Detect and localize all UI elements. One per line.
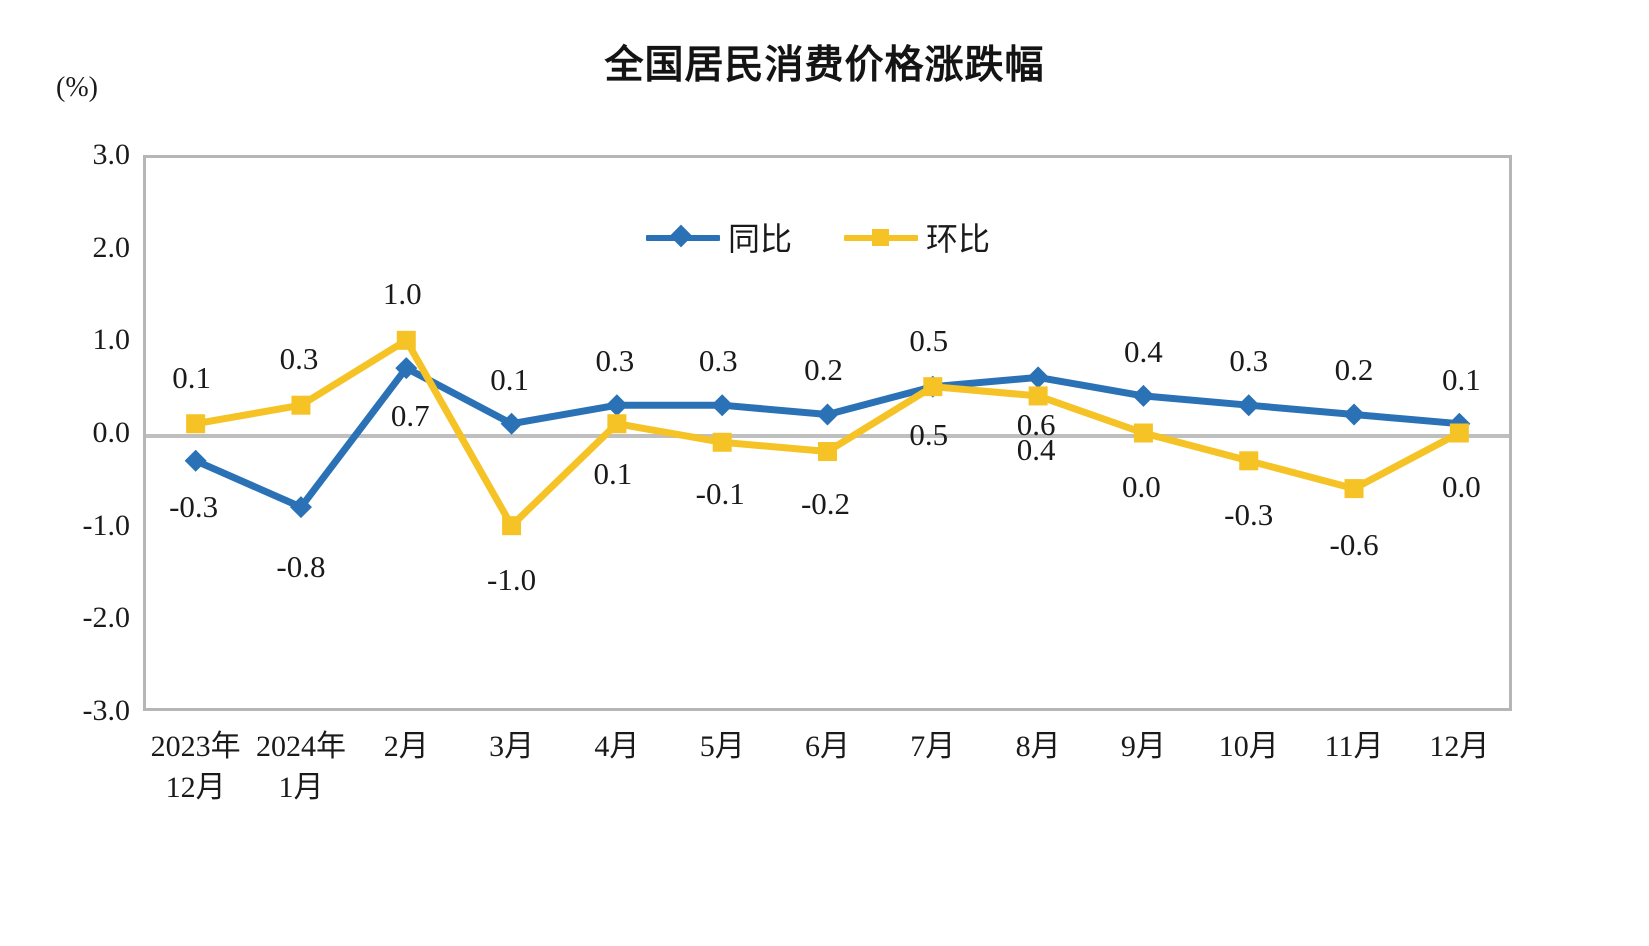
data-point-label: 0.2 xyxy=(1334,352,1374,388)
data-point-label: 0.7 xyxy=(390,398,430,434)
data-point-label: 0.0 xyxy=(1441,469,1481,504)
legend-item-tongbi[interactable]: 同比 xyxy=(646,214,792,260)
data-point-label: 0.2 xyxy=(804,352,843,388)
data-point-label: -0.3 xyxy=(169,488,219,524)
y-tick-label: -3.0 xyxy=(82,694,131,727)
y-tick-label: 0.0 xyxy=(92,416,131,449)
chart-legend: 同比 环比 xyxy=(646,214,990,260)
y-axis-unit-label: (%) xyxy=(56,72,98,103)
data-point-label: 1.0 xyxy=(382,276,422,312)
data-point-label: -0.3 xyxy=(1224,496,1274,532)
data-point-label: 0.5 xyxy=(909,322,949,358)
data-point-label: -0.6 xyxy=(1329,526,1379,562)
legend-label-tongbi: 同比 xyxy=(728,221,793,257)
x-tick-label: 3月 xyxy=(489,730,535,763)
legend-item-huanbi[interactable]: 环比 xyxy=(844,214,990,260)
data-point-label: 0.1 xyxy=(172,359,212,395)
x-tick-label: 6月 xyxy=(805,730,850,763)
data-point-label: 0.3 xyxy=(698,343,738,379)
data-point-label: 0.3 xyxy=(595,343,635,379)
data-point-label: 0.1 xyxy=(1441,361,1481,397)
data-point-label: 0.4 xyxy=(1124,333,1163,369)
y-tick-label: 1.0 xyxy=(92,323,131,357)
data-point-label: 0.1 xyxy=(593,455,633,491)
data-point-label: 0.3 xyxy=(279,341,319,377)
data-point-label: -1.0 xyxy=(487,561,537,597)
x-tick-label: 7月 xyxy=(910,730,956,763)
legend-label-huanbi: 环比 xyxy=(926,221,991,257)
data-point-label: 0.3 xyxy=(1229,343,1269,379)
x-tick-label: 2024年 1月 xyxy=(255,730,346,804)
y-tick-label: 3.0 xyxy=(92,138,131,171)
x-tick-label: 9月 xyxy=(1120,730,1166,763)
data-point-label: -0.1 xyxy=(695,476,745,512)
zero-baseline xyxy=(146,434,1509,438)
x-tick-label: 4月 xyxy=(594,730,640,763)
data-point-label: 0.5 xyxy=(909,416,949,452)
x-tick-label: 5月 xyxy=(699,730,745,763)
data-point-label: 0.4 xyxy=(1016,431,1056,467)
x-tick-label: 2023年 12月 xyxy=(150,730,241,804)
y-tick-label: 2.0 xyxy=(92,230,131,264)
data-point-label: 0.0 xyxy=(1122,469,1161,504)
x-tick-label: 10月 xyxy=(1218,730,1279,763)
x-tick-label: 8月 xyxy=(1015,730,1061,763)
x-tick-label: 11月 xyxy=(1324,730,1384,763)
data-point-label: -0.2 xyxy=(800,485,851,521)
line-diamond-marker-icon xyxy=(646,224,720,248)
line-square-marker-icon xyxy=(844,226,919,248)
x-tick-label: 12月 xyxy=(1429,730,1490,763)
x-tick-label: 2月 xyxy=(383,730,429,763)
y-tick-label: -2.0 xyxy=(82,601,131,635)
y-tick-label: -1.0 xyxy=(82,508,131,542)
page-title: 全国居民消费价格涨跌幅 xyxy=(604,44,1045,87)
data-point-label: 0.1 xyxy=(490,361,529,397)
data-point-label: 0.6 xyxy=(1016,407,1056,443)
data-point-label: -0.8 xyxy=(276,549,326,585)
